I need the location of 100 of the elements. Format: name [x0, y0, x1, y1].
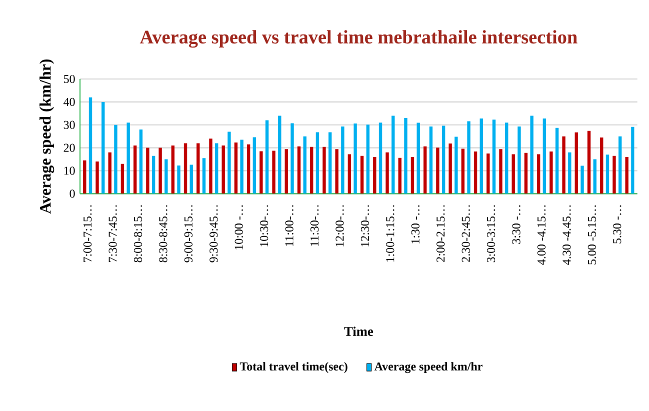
- bar: [461, 148, 465, 194]
- bar: [108, 152, 112, 194]
- x-tick-label: 3:30 -…: [512, 205, 520, 244]
- y-tick-label: 20: [64, 144, 75, 152]
- bar: [429, 126, 433, 194]
- bar: [618, 136, 622, 194]
- x-tick-label: 4.30 -4.45…: [562, 205, 571, 265]
- bar: [423, 146, 427, 194]
- bar: [202, 158, 206, 194]
- bar: [530, 116, 534, 194]
- bar: [290, 123, 294, 194]
- bar: [265, 120, 269, 194]
- bar: [378, 122, 382, 194]
- x-tick-label: 2:00-2.15…: [436, 205, 445, 262]
- x-tick-label: 9:30-9:45…: [210, 205, 218, 262]
- bar: [246, 144, 250, 194]
- bar: [102, 102, 105, 194]
- bar: [278, 116, 282, 194]
- x-tick-label: 11:30-…: [310, 205, 319, 246]
- x-tick-label: 11:00-…: [285, 205, 294, 246]
- bar: [410, 156, 414, 194]
- x-tick-label: 1:30 -…: [411, 205, 420, 244]
- bar: [625, 156, 628, 194]
- bar: [234, 142, 238, 194]
- bar: [505, 122, 508, 194]
- bar: [486, 154, 490, 194]
- bar: [260, 151, 263, 194]
- bar: [366, 124, 370, 194]
- bar: [328, 132, 332, 194]
- bar: [303, 136, 306, 194]
- bar: [240, 140, 244, 194]
- x-tick-label: 4.00 -4.15…: [537, 205, 546, 265]
- bar: [442, 126, 446, 194]
- bar: [550, 151, 553, 194]
- bar: [631, 126, 634, 194]
- bar: [416, 122, 420, 194]
- bar: [158, 148, 162, 194]
- bar: [228, 132, 231, 194]
- bar: [467, 121, 470, 194]
- bar: [612, 156, 616, 194]
- bar: [580, 166, 584, 194]
- bar: [341, 126, 344, 194]
- y-tick-label: 0: [70, 190, 75, 198]
- bar: [322, 146, 326, 194]
- x-tick-label: 7:30-7:45…: [108, 205, 117, 262]
- bar: [348, 154, 352, 194]
- x-tick-label: 12:00-…: [336, 205, 344, 246]
- bar: [562, 136, 566, 194]
- x-axis-title: Time: [344, 326, 374, 336]
- x-tick-label: 8:30-8:45…: [159, 205, 168, 262]
- bar: [177, 165, 180, 194]
- bar: [133, 146, 137, 194]
- bar: [316, 132, 320, 194]
- bar: [600, 137, 604, 194]
- bar: [574, 132, 578, 194]
- bar: [436, 148, 440, 194]
- bar: [284, 149, 288, 194]
- bar: [88, 97, 92, 194]
- bar: [354, 123, 357, 194]
- x-tick-label: 1:00-1:15…: [386, 205, 394, 262]
- bar: [499, 149, 502, 194]
- bar: [297, 146, 301, 194]
- bar: [398, 158, 402, 194]
- bar: [492, 120, 496, 194]
- bar: [222, 146, 225, 194]
- legend-label: Average speed km/hr: [374, 362, 482, 374]
- bar: [542, 118, 546, 194]
- x-tick-label: 8:00-8:15…: [134, 205, 142, 262]
- bar: [209, 138, 212, 194]
- bar: [606, 154, 610, 194]
- x-tick-label: 5.00 -5.15…: [588, 205, 596, 264]
- bar: [114, 124, 118, 194]
- bar: [386, 152, 389, 194]
- bar: [335, 149, 338, 194]
- x-tick-label: 10:30-…: [260, 205, 268, 246]
- bar: [171, 146, 175, 194]
- bar: [536, 154, 540, 194]
- bar: [474, 151, 478, 194]
- x-tick-label: 9:00-9:15…: [184, 205, 193, 262]
- x-tick-label: 12:30-…: [360, 205, 370, 246]
- bar: [215, 143, 218, 194]
- y-tick-label: 50: [64, 74, 75, 84]
- bar: [524, 152, 528, 194]
- legend-label: Total travel time(sec): [240, 362, 348, 373]
- bar: [360, 156, 364, 194]
- bar: [120, 164, 124, 194]
- bar: [152, 156, 156, 194]
- y-axis-title: Average speed (km/hr): [40, 59, 54, 214]
- bar: [392, 116, 395, 194]
- bar: [518, 126, 521, 194]
- bar: [196, 143, 200, 194]
- bar: [512, 154, 515, 194]
- bar: [126, 122, 130, 194]
- bar: [146, 148, 150, 194]
- bar: [404, 118, 408, 194]
- bar: [593, 159, 596, 194]
- bar: [190, 164, 193, 194]
- bar: [139, 129, 143, 194]
- bar: [184, 143, 188, 194]
- y-tick-label: 30: [64, 120, 75, 129]
